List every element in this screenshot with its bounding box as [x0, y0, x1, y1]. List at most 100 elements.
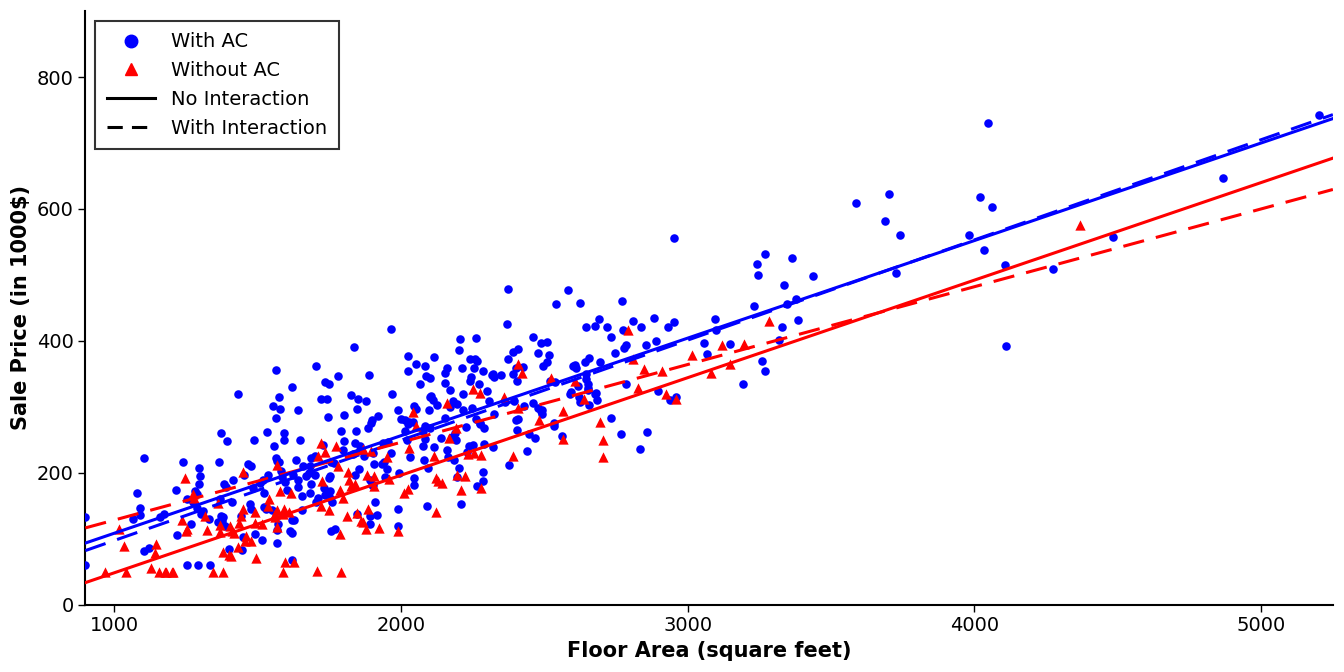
Point: [665, 394, 687, 405]
Point: [113, 541, 134, 552]
Point: [233, 532, 254, 542]
Point: [601, 331, 622, 342]
Point: [176, 524, 198, 535]
Point: [364, 497, 386, 507]
Point: [195, 511, 216, 521]
Point: [754, 366, 775, 376]
Point: [747, 269, 769, 280]
Point: [245, 507, 266, 517]
Point: [129, 509, 151, 520]
Point: [216, 435, 238, 446]
Point: [258, 501, 280, 511]
Point: [254, 488, 276, 499]
Point: [462, 384, 484, 394]
Point: [281, 528, 302, 538]
Point: [472, 466, 493, 477]
Point: [349, 445, 371, 456]
Point: [258, 494, 280, 505]
Point: [472, 476, 493, 487]
Point: [230, 510, 251, 521]
Point: [418, 405, 439, 415]
Point: [434, 413, 456, 423]
Point: [196, 524, 218, 535]
Point: [263, 509, 285, 519]
Point: [312, 475, 333, 486]
Point: [313, 446, 335, 457]
Point: [126, 488, 148, 499]
Point: [212, 566, 234, 577]
Point: [507, 359, 528, 370]
Point: [353, 451, 375, 462]
Point: [337, 466, 359, 477]
Point: [417, 500, 438, 511]
Point: [664, 317, 685, 327]
Point: [508, 343, 530, 354]
Point: [188, 479, 210, 490]
Point: [296, 470, 317, 481]
Point: [313, 482, 335, 493]
Point: [320, 457, 341, 468]
Point: [495, 396, 516, 407]
Point: [184, 493, 206, 503]
Point: [552, 433, 574, 444]
Point: [493, 391, 515, 402]
Point: [218, 550, 239, 560]
Point: [439, 401, 461, 412]
Point: [347, 508, 368, 519]
Point: [747, 259, 769, 269]
Point: [241, 536, 262, 546]
Point: [402, 417, 423, 427]
Point: [448, 462, 469, 473]
X-axis label: Floor Area (square feet): Floor Area (square feet): [567, 641, 851, 661]
Point: [505, 363, 527, 374]
Point: [484, 409, 505, 419]
Point: [305, 451, 327, 462]
Point: [75, 560, 97, 571]
Point: [254, 501, 276, 512]
Point: [650, 366, 672, 377]
Point: [200, 560, 222, 571]
Point: [387, 520, 409, 531]
Point: [734, 339, 755, 350]
Point: [622, 354, 644, 365]
Point: [414, 433, 435, 444]
Point: [470, 483, 492, 494]
Point: [190, 470, 211, 481]
Point: [527, 403, 548, 413]
Point: [343, 341, 364, 352]
Point: [719, 359, 741, 370]
Point: [223, 528, 245, 539]
Point: [1043, 263, 1064, 274]
Point: [616, 339, 637, 350]
Point: [192, 505, 214, 516]
Point: [215, 520, 237, 531]
Point: [210, 427, 231, 438]
Point: [255, 503, 277, 514]
Point: [845, 198, 867, 208]
Point: [559, 388, 581, 399]
Point: [505, 376, 527, 387]
Point: [575, 357, 597, 368]
Point: [497, 354, 519, 365]
Point: [626, 383, 648, 394]
Point: [319, 486, 340, 497]
Point: [306, 450, 328, 461]
Point: [719, 338, 741, 349]
Point: [351, 515, 372, 526]
Point: [153, 566, 175, 577]
Point: [378, 437, 399, 448]
Point: [273, 435, 294, 446]
Point: [387, 504, 409, 515]
Point: [245, 518, 266, 529]
Point: [403, 472, 425, 483]
Point: [457, 448, 478, 459]
Point: [356, 470, 378, 480]
Point: [374, 472, 395, 482]
Point: [380, 448, 402, 458]
Point: [161, 566, 183, 577]
Point: [274, 477, 296, 488]
Point: [434, 368, 456, 379]
Point: [597, 322, 618, 333]
Point: [773, 280, 794, 290]
Point: [696, 349, 718, 360]
